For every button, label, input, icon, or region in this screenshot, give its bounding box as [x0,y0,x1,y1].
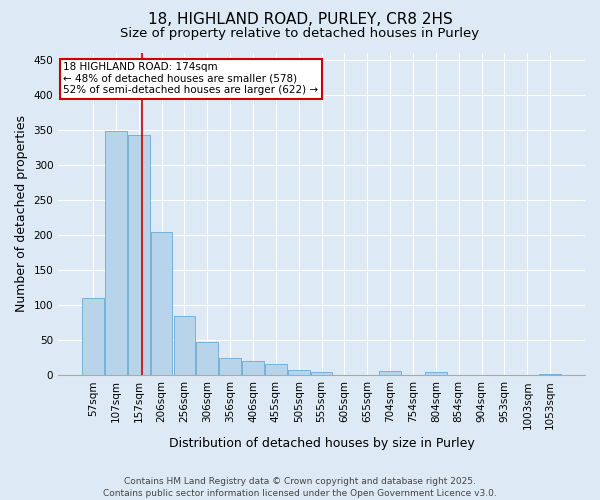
Bar [128,134,149,375]
Bar [105,131,127,375]
Text: Size of property relative to detached houses in Purley: Size of property relative to detached ho… [121,28,479,40]
Text: 18 HIGHLAND ROAD: 174sqm
← 48% of detached houses are smaller (578)
52% of semi-: 18 HIGHLAND ROAD: 174sqm ← 48% of detach… [64,62,319,96]
Bar [82,298,104,375]
Bar [288,370,310,375]
Bar [265,364,287,375]
Bar [539,374,561,375]
Bar [379,371,401,375]
X-axis label: Distribution of detached houses by size in Purley: Distribution of detached houses by size … [169,437,475,450]
Bar [425,372,447,375]
Text: Contains HM Land Registry data © Crown copyright and database right 2025.
Contai: Contains HM Land Registry data © Crown c… [103,476,497,498]
Text: 18, HIGHLAND ROAD, PURLEY, CR8 2HS: 18, HIGHLAND ROAD, PURLEY, CR8 2HS [148,12,452,28]
Y-axis label: Number of detached properties: Number of detached properties [15,116,28,312]
Bar [173,316,195,375]
Bar [151,232,172,375]
Bar [242,361,264,375]
Bar [219,358,241,375]
Bar [311,372,332,375]
Bar [196,342,218,375]
